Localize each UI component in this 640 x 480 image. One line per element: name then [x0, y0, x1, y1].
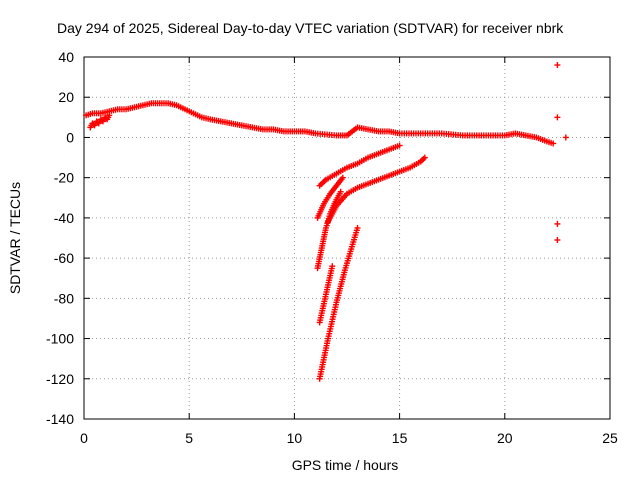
x-tick-label: 25 — [602, 430, 618, 446]
y-tick-label: -100 — [46, 331, 74, 347]
data-point — [554, 237, 561, 244]
data-point — [554, 114, 561, 121]
chart-title: Day 294 of 2025, Sidereal Day-to-day VTE… — [57, 20, 564, 36]
data-points — [83, 62, 569, 382]
x-tick-label: 20 — [497, 430, 513, 446]
data-point — [337, 188, 344, 195]
x-tick-label: 0 — [80, 430, 88, 446]
data-point — [339, 174, 346, 181]
y-tick-label: 40 — [58, 49, 74, 65]
x-tick-label: 5 — [185, 430, 193, 446]
y-tick-label: 0 — [66, 129, 74, 145]
y-tick-label: -80 — [54, 290, 74, 306]
data-point — [554, 62, 561, 69]
y-axis-label: SDTVAR / TECUs — [7, 182, 23, 294]
data-point — [354, 224, 361, 231]
x-tick-label: 15 — [392, 430, 408, 446]
y-tick-label: -140 — [46, 411, 74, 427]
data-point — [554, 220, 561, 227]
x-axis-label: GPS time / hours — [292, 457, 399, 473]
y-axis-ticks: 40 20 0 -20 -40 -60 -80 -100 -120 -140 — [46, 49, 610, 427]
data-point — [562, 134, 569, 141]
grid-lines — [84, 57, 610, 419]
data-point — [550, 140, 557, 147]
y-tick-label: -60 — [54, 250, 74, 266]
data-point — [106, 112, 113, 119]
y-tick-label: -20 — [54, 170, 74, 186]
x-tick-label: 10 — [287, 430, 303, 446]
data-point — [421, 154, 428, 161]
y-tick-label: 20 — [58, 89, 74, 105]
y-tick-label: -120 — [46, 371, 74, 387]
y-tick-label: -40 — [54, 210, 74, 226]
data-point — [396, 142, 403, 149]
data-point — [329, 263, 336, 270]
plot-frame — [83, 56, 611, 420]
x-axis-ticks: 0 5 10 15 20 25 — [80, 57, 618, 446]
